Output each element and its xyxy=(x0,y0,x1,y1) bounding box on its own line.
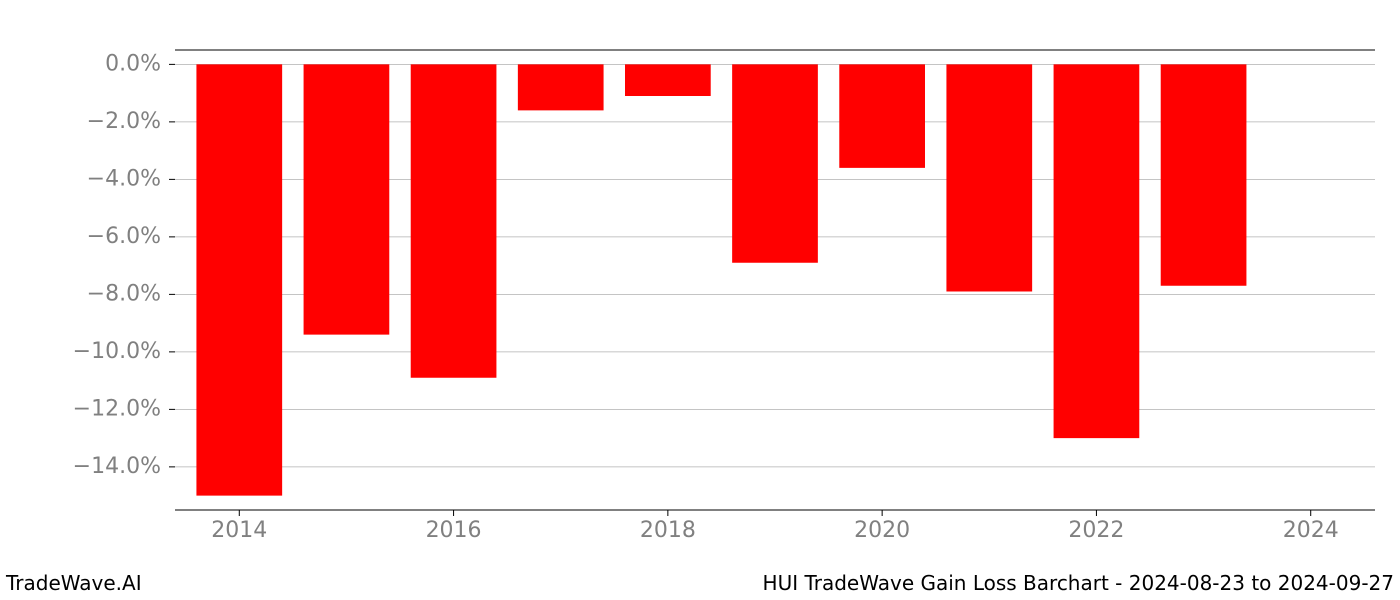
bar xyxy=(839,64,925,168)
y-tick-label: −14.0% xyxy=(73,454,161,479)
y-tick-label: −4.0% xyxy=(87,166,161,191)
footer-right-text: HUI TradeWave Gain Loss Barchart - 2024-… xyxy=(763,571,1394,595)
x-tick-label: 2020 xyxy=(854,518,910,543)
bar xyxy=(304,64,390,334)
y-tick-label: −2.0% xyxy=(87,109,161,134)
y-tick-label: −12.0% xyxy=(73,396,161,421)
x-tick-label: 2014 xyxy=(211,518,267,543)
y-tick-label: 0.0% xyxy=(105,51,161,76)
bar xyxy=(196,64,282,495)
x-tick-label: 2018 xyxy=(640,518,696,543)
footer-left-text: TradeWave.AI xyxy=(5,571,142,595)
chart-container: −14.0% −12.0% −10.0% −8.0% −6.0% −4.0% −2.0% 0.… xyxy=(0,0,1400,600)
bar xyxy=(411,64,497,377)
y-tick-label: −6.0% xyxy=(87,224,161,249)
bar-chart: −14.0% −12.0% −10.0% −8.0% −6.0% −4.0% −2.0% 0.… xyxy=(0,0,1400,600)
bar xyxy=(1161,64,1247,285)
y-tick-label: −10.0% xyxy=(73,339,161,364)
y-tick-label: −8.0% xyxy=(87,281,161,306)
x-tick-label: 2024 xyxy=(1283,518,1339,543)
bar xyxy=(625,64,711,96)
x-tick-label: 2022 xyxy=(1068,518,1124,543)
bar xyxy=(732,64,818,262)
bar xyxy=(1054,64,1140,438)
bar xyxy=(946,64,1032,291)
x-tick-label: 2016 xyxy=(426,518,482,543)
bar xyxy=(518,64,604,110)
